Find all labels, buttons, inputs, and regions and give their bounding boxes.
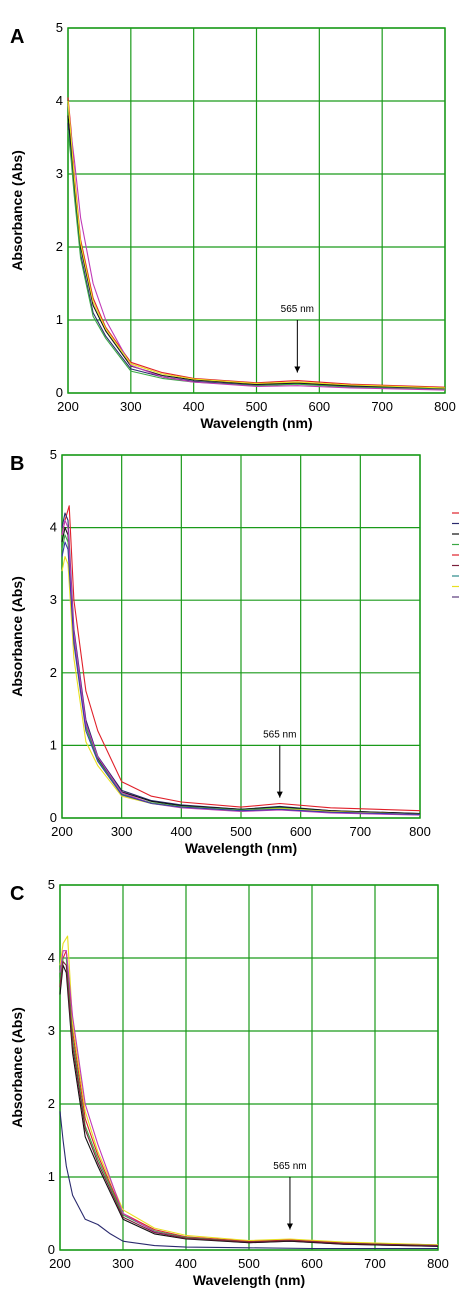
chart-panel-c: C 200 300 400 500 600 700 800 0 1 2 3 4 5 Wavelength (… bbox=[9, 877, 449, 1288]
y-tick-label: 1 bbox=[56, 312, 63, 327]
x-tick-label: 600 bbox=[290, 824, 312, 839]
plot-frame bbox=[67, 27, 446, 394]
annotation-arrowhead bbox=[294, 366, 301, 373]
series-line-5 bbox=[67, 104, 446, 391]
x-tick-label: 500 bbox=[246, 399, 268, 414]
x-tick-label: 700 bbox=[371, 399, 393, 414]
x-tick-label: 400 bbox=[183, 399, 205, 414]
y-tick-label: 1 bbox=[48, 1169, 55, 1184]
x-axis-title: Wavelength (nm) bbox=[193, 1272, 305, 1288]
x-tick-label: 200 bbox=[57, 399, 79, 414]
y-axis-title: Absorbance (Abs) bbox=[9, 150, 25, 271]
series-line-6 bbox=[61, 556, 421, 815]
y-tick-label: 4 bbox=[50, 520, 57, 535]
x-tick-label: 400 bbox=[175, 1256, 197, 1271]
annotation-label: 565 nm bbox=[263, 729, 296, 740]
panel-letter: B bbox=[10, 453, 24, 475]
series-line-2 bbox=[67, 122, 446, 390]
series-line-2 bbox=[61, 512, 421, 815]
x-tick-label: 200 bbox=[51, 824, 73, 839]
x-axis-title: Wavelength (nm) bbox=[185, 840, 297, 856]
y-tick-label: 5 bbox=[56, 20, 63, 35]
series-line-5 bbox=[59, 964, 439, 1247]
y-tick-label: 2 bbox=[50, 665, 57, 680]
x-tick-label: 600 bbox=[301, 1256, 323, 1271]
y-axis-title: Absorbance (Abs) bbox=[9, 576, 25, 697]
annotation-label: 565 nm bbox=[281, 304, 314, 315]
x-axis-title: Wavelength (nm) bbox=[200, 415, 312, 431]
series-line-7 bbox=[59, 1111, 438, 1250]
y-tick-label: 0 bbox=[48, 1242, 55, 1257]
y-tick-label: 5 bbox=[48, 877, 55, 892]
y-tick-label: 1 bbox=[50, 737, 57, 752]
series-line-1 bbox=[61, 505, 421, 812]
y-tick-label: 3 bbox=[50, 592, 57, 607]
x-tick-label: 200 bbox=[49, 1256, 71, 1271]
y-tick-label: 4 bbox=[48, 950, 55, 965]
y-tick-label: 3 bbox=[56, 166, 63, 181]
series-line-5 bbox=[61, 519, 421, 816]
series-line-2 bbox=[59, 935, 439, 1246]
panel-letter: A bbox=[10, 26, 24, 48]
x-tick-label: 300 bbox=[112, 1256, 134, 1271]
annotation-label: 565 nm bbox=[273, 1161, 306, 1172]
x-tick-label: 700 bbox=[349, 824, 371, 839]
plot-frame bbox=[61, 454, 421, 819]
x-tick-label: 800 bbox=[427, 1256, 449, 1271]
series-line-6 bbox=[67, 100, 446, 389]
series-line-6 bbox=[59, 961, 439, 1247]
y-tick-label: 2 bbox=[56, 239, 63, 254]
x-tick-label: 500 bbox=[238, 1256, 260, 1271]
x-tick-label: 800 bbox=[434, 399, 456, 414]
y-tick-label: 5 bbox=[50, 447, 57, 462]
series-line-4 bbox=[67, 130, 446, 390]
y-tick-label: 2 bbox=[48, 1096, 55, 1111]
annotation-arrowhead bbox=[276, 791, 283, 798]
x-tick-label: 800 bbox=[409, 824, 431, 839]
panel-letter: C bbox=[10, 883, 24, 905]
x-tick-label: 400 bbox=[170, 824, 192, 839]
x-tick-label: 700 bbox=[364, 1256, 386, 1271]
annotation-arrowhead bbox=[286, 1223, 293, 1230]
chart-panel-a: A 200 300 400 500 600 700 800 0 1 2 3 4 5 Wavelength (… bbox=[9, 20, 456, 431]
y-axis-title: Absorbance (Abs) bbox=[9, 1007, 25, 1128]
y-tick-label: 0 bbox=[56, 385, 63, 400]
y-tick-label: 4 bbox=[56, 93, 63, 108]
x-tick-label: 600 bbox=[308, 399, 330, 414]
y-tick-label: 0 bbox=[50, 810, 57, 825]
plot-frame bbox=[59, 884, 439, 1251]
x-tick-label: 300 bbox=[120, 399, 142, 414]
chart-panel-b: B 200 300 400 500 600 700 800 0 1 2 3 4 5 Wavelength (… bbox=[9, 447, 459, 856]
x-tick-label: 300 bbox=[111, 824, 133, 839]
x-tick-label: 500 bbox=[230, 824, 252, 839]
y-tick-label: 3 bbox=[48, 1023, 55, 1038]
series-line-7 bbox=[61, 541, 421, 815]
